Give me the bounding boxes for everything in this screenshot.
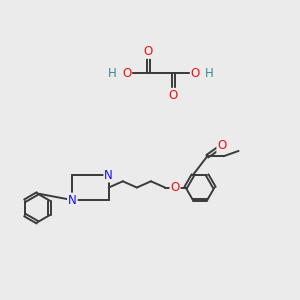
Text: O: O: [217, 140, 226, 152]
Text: N: N: [68, 194, 77, 207]
Text: O: O: [122, 67, 131, 80]
Text: H: H: [205, 67, 214, 80]
Text: N: N: [104, 169, 113, 182]
Text: O: O: [170, 181, 180, 194]
Text: O: O: [191, 67, 200, 80]
Text: H: H: [108, 67, 117, 80]
Text: O: O: [144, 45, 153, 58]
Text: O: O: [169, 89, 178, 102]
